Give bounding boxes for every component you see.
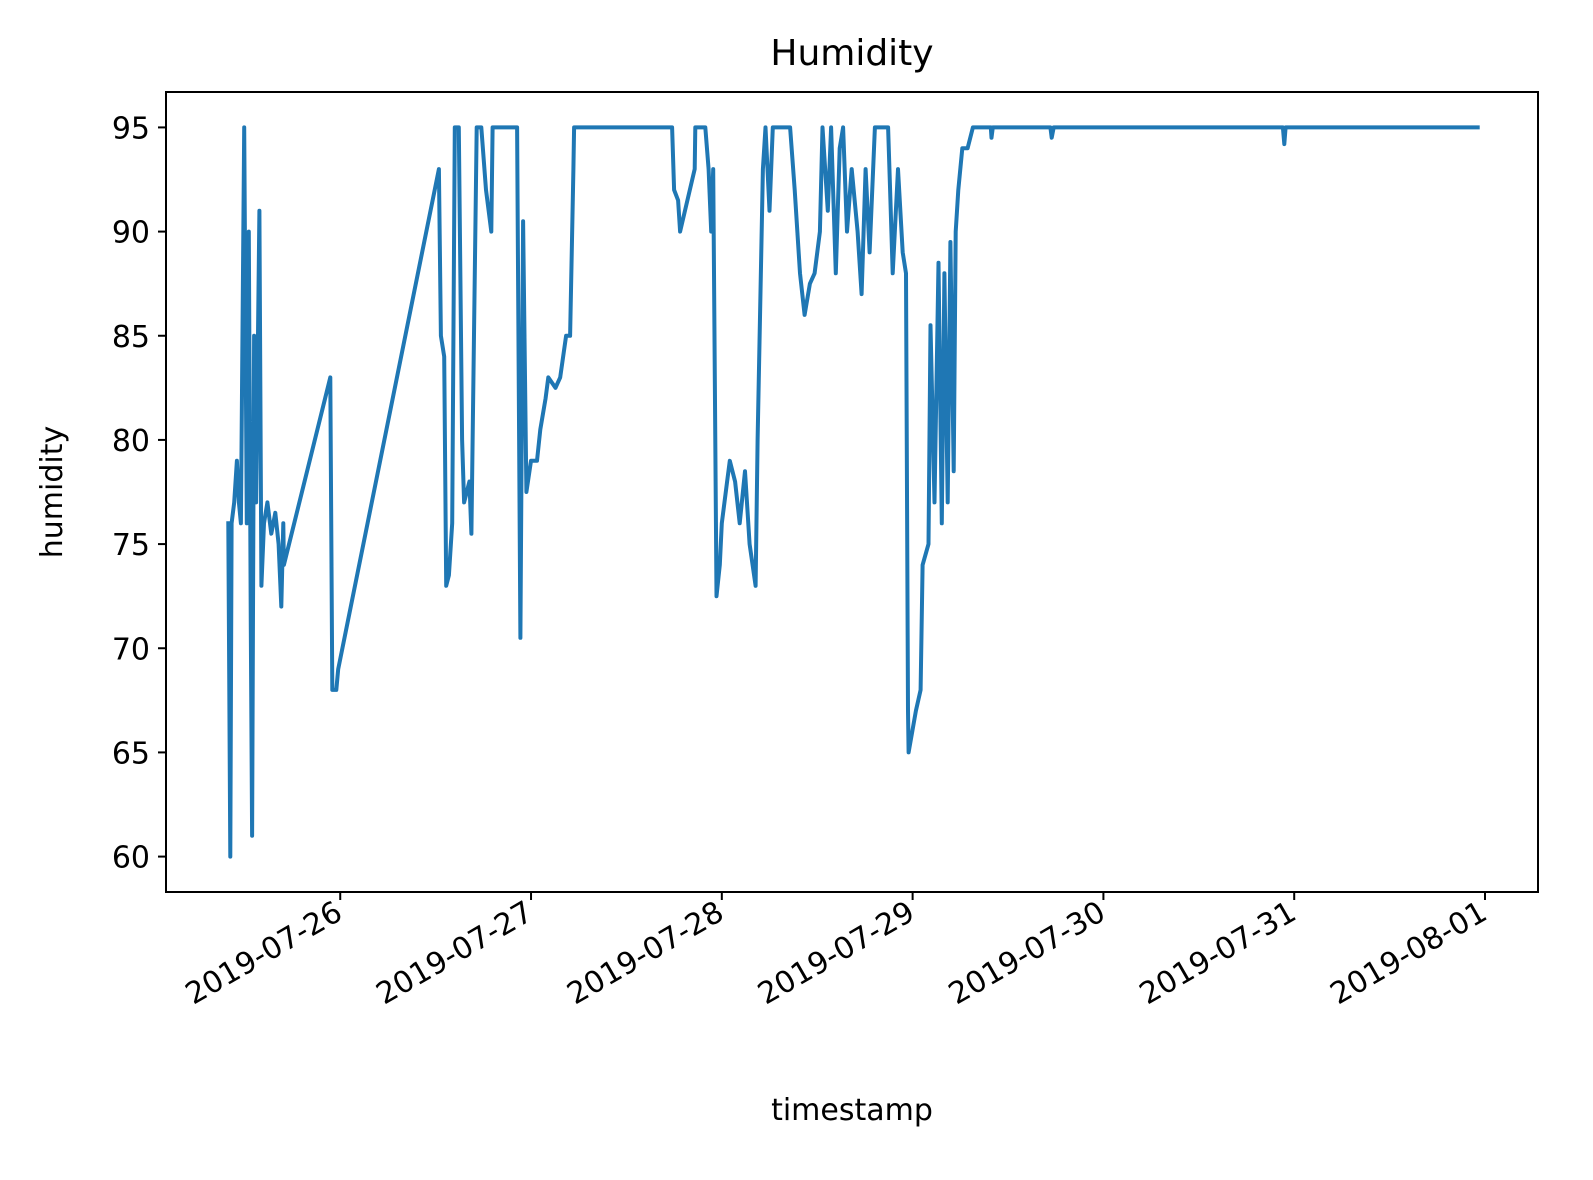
chart-title: Humidity <box>770 33 933 74</box>
y-tick-label: 85 <box>112 320 150 355</box>
y-tick-label: 75 <box>112 528 150 563</box>
x-tick-label: 2019-07-29 <box>752 895 920 1012</box>
y-tick-label: 95 <box>112 111 150 146</box>
y-tick-label: 90 <box>112 216 150 251</box>
y-tick-label: 65 <box>112 736 150 771</box>
y-tick-label: 80 <box>112 424 150 459</box>
y-axis-label: humidity <box>35 426 70 558</box>
data-line <box>226 125 1480 859</box>
x-tick-label: 2019-07-27 <box>371 895 539 1012</box>
x-tick-label: 2019-07-31 <box>1134 895 1302 1012</box>
x-tick-label: 2019-08-01 <box>1325 895 1493 1012</box>
y-tick-label: 70 <box>112 632 150 667</box>
plot-frame <box>165 91 1539 893</box>
x-tick-label: 2019-07-28 <box>561 895 729 1012</box>
y-tick-label: 60 <box>112 841 150 876</box>
x-tick-label: 2019-07-30 <box>943 895 1111 1012</box>
x-tick-label: 2019-07-26 <box>180 895 348 1012</box>
x-axis-label: timestamp <box>771 1093 933 1128</box>
